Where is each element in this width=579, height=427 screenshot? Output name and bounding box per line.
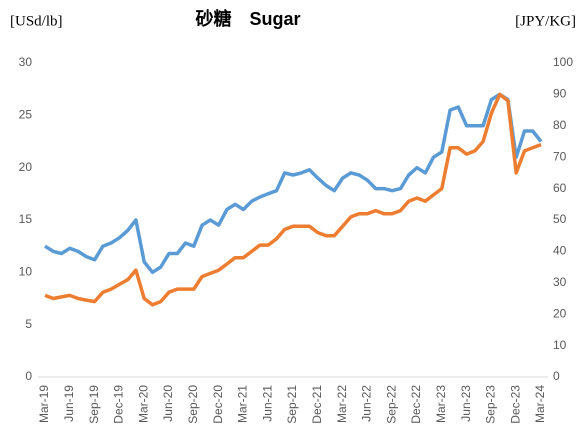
line-series bbox=[44, 92, 542, 307]
x-tick-label: Sep-23 bbox=[484, 385, 498, 424]
x-tick-label: Mar-22 bbox=[335, 385, 349, 423]
x-tick-label: Jun-19 bbox=[62, 385, 76, 422]
y2-tick-label: 70 bbox=[553, 149, 567, 163]
x-tick-label: Dec-23 bbox=[508, 385, 522, 424]
y2-tick-label: 10 bbox=[553, 338, 567, 352]
x-tick-label: Jun-22 bbox=[360, 385, 374, 422]
x-tick-label: Dec-19 bbox=[112, 385, 126, 424]
y-tick-label: 10 bbox=[19, 265, 33, 279]
y-tick-label: 0 bbox=[25, 369, 32, 383]
x-tick-label: Sep-21 bbox=[285, 385, 299, 424]
line-series bbox=[44, 92, 543, 275]
y-tick-label: 5 bbox=[25, 317, 32, 331]
x-tick-label: Dec-22 bbox=[409, 385, 423, 424]
y2-axis-label: [JPY/KG] bbox=[515, 13, 576, 29]
y-axis-label: [USd/lb] bbox=[10, 13, 63, 29]
y2-tick-label: 60 bbox=[553, 181, 567, 195]
x-tick-label: Mar-20 bbox=[136, 385, 150, 423]
x-tick-label: Mar-19 bbox=[37, 385, 51, 423]
x-tick-label: Sep-19 bbox=[87, 385, 101, 424]
x-tick-label: Sep-20 bbox=[186, 385, 200, 424]
y-tick-label: 20 bbox=[19, 160, 33, 174]
x-tick-label: Mar-23 bbox=[434, 385, 448, 423]
y2-tick-label: 30 bbox=[553, 275, 567, 289]
x-tick-label: Dec-21 bbox=[310, 385, 324, 424]
x-tick-label: Mar-24 bbox=[533, 385, 547, 423]
x-tick-label: Dec-20 bbox=[211, 385, 225, 424]
y-tick-label: 30 bbox=[19, 55, 33, 69]
x-tick-label: Jun-20 bbox=[161, 385, 175, 422]
y2-tick-label: 40 bbox=[553, 244, 567, 258]
x-tick-label: Mar-21 bbox=[236, 385, 250, 423]
y2-tick-label: 80 bbox=[553, 118, 567, 132]
x-tick-label: Jun-23 bbox=[459, 385, 473, 422]
y2-tick-label: 100 bbox=[553, 55, 573, 69]
chart-title: 砂糖 Sugar bbox=[195, 8, 300, 29]
y2-tick-label: 0 bbox=[553, 369, 560, 383]
y2-tick-label: 90 bbox=[553, 87, 567, 101]
y-tick-label: 25 bbox=[19, 108, 33, 122]
y2-tick-label: 50 bbox=[553, 212, 567, 226]
y-tick-label: 15 bbox=[19, 212, 33, 226]
y2-tick-label: 20 bbox=[553, 306, 567, 320]
x-tick-label: Jun-21 bbox=[260, 385, 274, 422]
x-tick-label: Sep-22 bbox=[384, 385, 398, 424]
